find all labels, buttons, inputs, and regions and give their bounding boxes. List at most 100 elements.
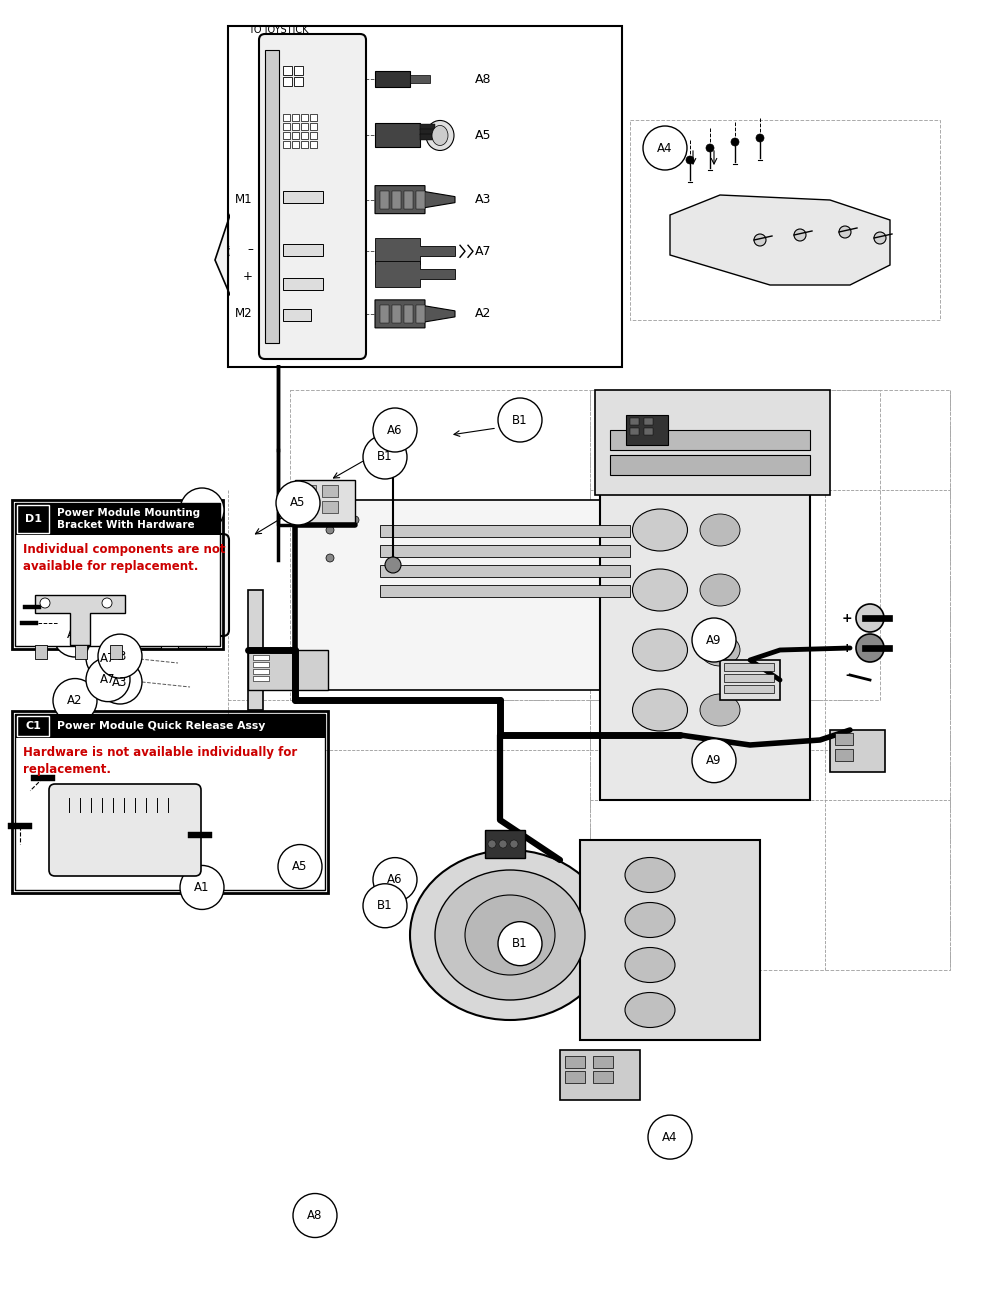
Bar — [295, 501, 695, 690]
FancyBboxPatch shape — [62, 535, 229, 637]
Circle shape — [91, 635, 99, 643]
Text: A9: A9 — [706, 754, 722, 767]
Bar — [301, 141, 308, 148]
Text: A6: A6 — [387, 873, 403, 886]
Text: +: + — [841, 612, 852, 625]
Bar — [283, 310, 311, 322]
Circle shape — [874, 233, 886, 244]
Text: A2: A2 — [67, 629, 83, 642]
Circle shape — [499, 840, 507, 848]
Bar — [283, 243, 323, 256]
Bar — [283, 114, 290, 122]
Bar — [294, 65, 303, 74]
Circle shape — [276, 481, 320, 525]
Bar — [644, 418, 653, 425]
Ellipse shape — [465, 895, 555, 975]
Bar — [380, 545, 630, 557]
Bar — [188, 833, 212, 838]
Ellipse shape — [700, 634, 740, 667]
Circle shape — [181, 635, 189, 643]
Text: A7: A7 — [100, 673, 116, 686]
Polygon shape — [375, 299, 455, 328]
Bar — [15, 503, 220, 646]
Text: A2: A2 — [475, 307, 491, 320]
Ellipse shape — [700, 514, 740, 546]
Bar — [292, 114, 299, 122]
Bar — [610, 430, 810, 450]
Bar — [290, 389, 880, 701]
Text: A8: A8 — [307, 81, 323, 94]
Polygon shape — [215, 165, 390, 315]
Circle shape — [385, 557, 401, 572]
Circle shape — [731, 139, 739, 146]
Bar — [253, 663, 269, 667]
Bar — [380, 525, 630, 537]
Bar — [253, 669, 269, 674]
Bar — [724, 685, 774, 693]
Bar — [724, 663, 774, 670]
Ellipse shape — [856, 604, 884, 633]
Circle shape — [373, 857, 417, 902]
Text: A8: A8 — [307, 1209, 323, 1222]
Bar — [310, 123, 317, 129]
Bar — [292, 123, 299, 129]
Bar — [17, 716, 49, 736]
Circle shape — [839, 226, 851, 238]
Circle shape — [148, 635, 156, 643]
Bar — [133, 630, 161, 648]
Text: B1: B1 — [377, 899, 393, 912]
Bar — [253, 676, 269, 681]
Bar — [644, 427, 653, 435]
Ellipse shape — [432, 125, 448, 145]
Bar — [310, 114, 317, 122]
Text: C1: C1 — [25, 721, 41, 731]
Circle shape — [754, 234, 766, 246]
Ellipse shape — [633, 689, 688, 731]
Text: D1: D1 — [24, 514, 42, 524]
Bar — [600, 490, 810, 800]
Text: A2: A2 — [67, 694, 83, 707]
Bar — [292, 132, 299, 139]
Bar — [392, 305, 401, 323]
Circle shape — [180, 488, 224, 532]
Text: M2: M2 — [235, 307, 253, 320]
Bar — [862, 616, 892, 621]
Bar — [31, 775, 55, 782]
Ellipse shape — [633, 629, 688, 670]
Circle shape — [510, 840, 518, 848]
Bar — [283, 132, 290, 139]
Bar — [35, 537, 65, 542]
Bar — [485, 830, 525, 857]
Bar — [15, 503, 220, 535]
Circle shape — [643, 125, 687, 170]
Text: A1: A1 — [194, 503, 210, 516]
Bar — [8, 823, 32, 829]
Circle shape — [98, 660, 142, 704]
Bar — [830, 731, 885, 772]
Bar — [626, 416, 668, 444]
Text: A7: A7 — [100, 651, 116, 664]
Bar — [265, 50, 279, 342]
Bar — [416, 305, 425, 323]
Circle shape — [103, 635, 111, 643]
Bar — [835, 733, 853, 745]
Text: A1: A1 — [194, 881, 210, 894]
Bar — [590, 389, 950, 970]
Text: M1: M1 — [235, 193, 253, 207]
Bar — [420, 124, 435, 131]
Text: A5: A5 — [475, 129, 492, 142]
Circle shape — [351, 516, 359, 524]
Bar — [301, 114, 308, 122]
Text: B1: B1 — [512, 413, 528, 426]
Bar — [580, 840, 760, 1040]
Ellipse shape — [625, 903, 675, 937]
Text: A9: A9 — [706, 634, 722, 647]
Bar — [310, 132, 317, 139]
Polygon shape — [35, 595, 125, 644]
Bar — [565, 1070, 585, 1084]
Bar — [283, 77, 292, 85]
Text: –: – — [247, 243, 253, 256]
Text: B1: B1 — [512, 937, 528, 950]
Bar — [283, 278, 323, 290]
Bar — [17, 505, 49, 533]
